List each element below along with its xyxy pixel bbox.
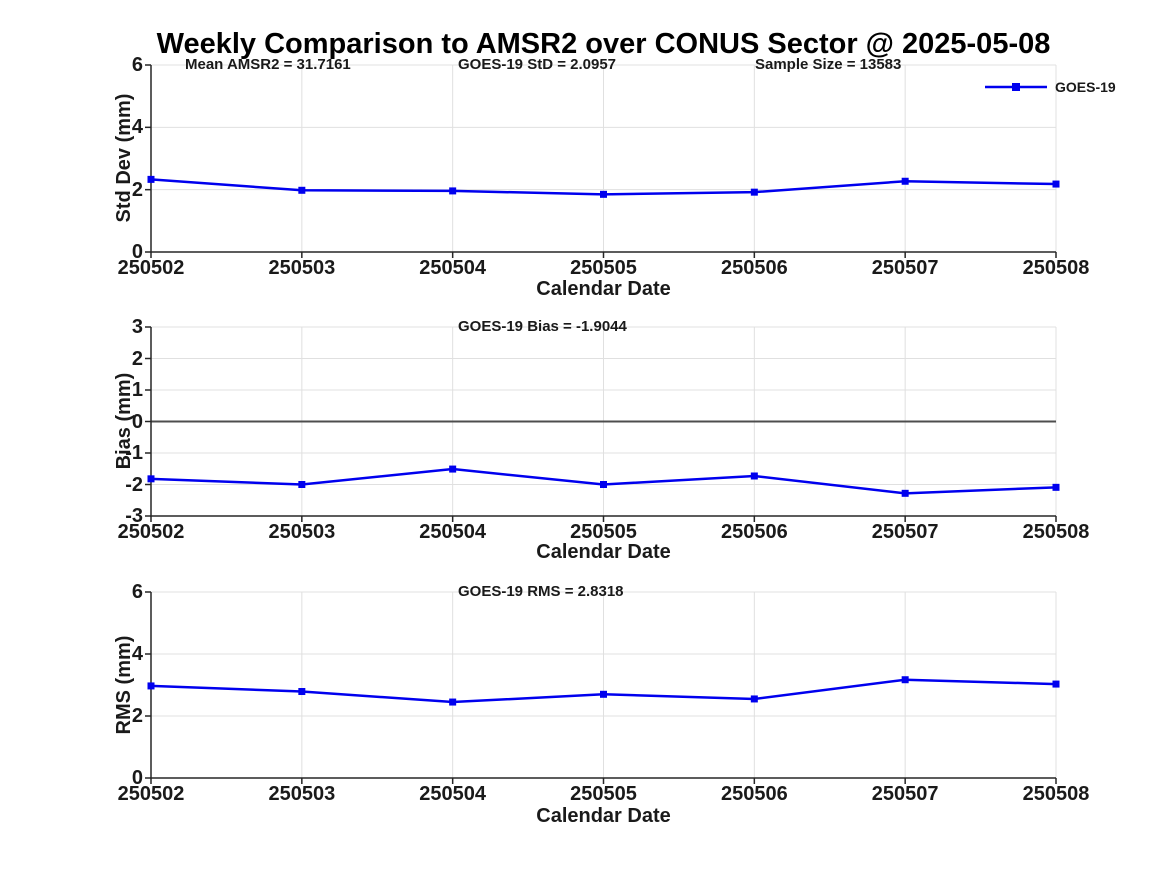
annotation-mean-amsr2: Mean AMSR2 = 31.7161 <box>185 56 351 73</box>
rms-panel-marker <box>600 690 607 698</box>
bias-panel-marker <box>449 465 457 473</box>
std-dev-panel-y-tick-label: 0 <box>131 241 143 263</box>
bias-panel-marker <box>147 475 155 483</box>
bias-panel-x-tick-label: 250503 <box>268 521 336 543</box>
bias-panel-x-tick-label: 250502 <box>117 521 185 543</box>
bias-panel-marker <box>750 472 758 480</box>
legend-line-icon <box>985 83 1047 91</box>
std-dev-panel-x-tick-label: 250507 <box>871 257 939 279</box>
legend-label: GOES-19 <box>1055 79 1116 95</box>
rms-panel-marker <box>901 676 909 684</box>
rms-panel-y-tick-label: 6 <box>131 581 143 603</box>
rms-panel-x-tick-label: 250506 <box>720 783 788 805</box>
std-dev-panel-x-tick-label: 250508 <box>1022 257 1090 279</box>
bias-panel-x-tick-label: 250507 <box>871 521 939 543</box>
xlabel-bias: Calendar Date <box>536 541 671 563</box>
rms-panel-marker <box>147 682 155 690</box>
std-dev-panel-x-tick-label: 250505 <box>570 257 637 279</box>
bias-panel-y-tick-label: 1 <box>131 379 143 401</box>
annotation-goes19-rms: GOES-19 RMS = 2.8318 <box>458 583 624 600</box>
bias-panel-x-tick-label: 250506 <box>720 521 788 543</box>
std-dev-panel-marker <box>449 187 457 195</box>
annotation-sample-size: Sample Size = 13583 <box>755 56 902 73</box>
std-dev-panel-marker <box>298 186 306 194</box>
rms-panel-x-tick-label: 250507 <box>871 783 939 805</box>
std-dev-panel-marker <box>1052 180 1060 188</box>
std-dev-panel-x-tick-label: 250506 <box>720 257 788 279</box>
std-dev-panel-x-tick-label: 250502 <box>117 257 185 279</box>
bias-panel-y-tick-label: -2 <box>125 473 143 496</box>
std-dev-panel-marker <box>901 177 909 185</box>
bias-panel-y-tick-label: 0 <box>131 410 143 433</box>
std-dev-panel-x-tick-label: 250503 <box>268 257 336 279</box>
bias-panel-x-tick-label: 250504 <box>419 521 487 543</box>
rms-panel-marker <box>298 688 306 696</box>
std-dev-panel-marker <box>147 175 155 183</box>
rms-panel-y-tick-label: 4 <box>131 643 143 665</box>
rms-panel-x-tick-label: 250502 <box>117 783 185 805</box>
std-dev-panel-marker <box>750 188 758 196</box>
bias-panel-y-tick-label: 3 <box>131 316 143 338</box>
rms-panel-x-tick-label: 250508 <box>1022 783 1090 805</box>
rms-panel-y-tick-label: 2 <box>131 705 143 727</box>
std-dev-panel-y-tick-label: 2 <box>131 178 143 201</box>
xlabel-rms: Calendar Date <box>536 805 671 827</box>
ylabel-std-dev: Std Dev (mm) <box>113 93 135 223</box>
xlabel-std-dev: Calendar Date <box>536 278 671 300</box>
annotation-goes19-std: GOES-19 StD = 2.0957 <box>458 56 616 73</box>
ylabel-rms: RMS (mm) <box>113 635 135 735</box>
std-dev-panel-y-tick-label: 4 <box>131 116 143 139</box>
bias-panel-y-tick-label: -3 <box>125 505 143 527</box>
rms-panel-x-tick-label: 250504 <box>419 783 487 805</box>
figure-title: Weekly Comparison to AMSR2 over CONUS Se… <box>156 28 1051 60</box>
bias-panel-x-tick-label: 250508 <box>1022 521 1090 543</box>
bias-panel-marker <box>600 481 607 488</box>
legend: GOES-19 <box>985 78 1116 96</box>
bias-panel-marker <box>901 489 909 497</box>
rms-panel-x-tick-label: 250503 <box>268 783 336 805</box>
bias-panel-x-tick-label: 250505 <box>570 521 637 543</box>
std-dev-panel-marker <box>600 190 607 198</box>
bias-panel-y-tick-label: -1 <box>125 442 143 464</box>
bias-panel-marker <box>1052 483 1060 491</box>
rms-panel-marker <box>750 695 758 703</box>
rms-panel-marker <box>1052 680 1060 688</box>
std-dev-panel-x-tick-label: 250504 <box>419 257 487 279</box>
bias-panel-y-tick-label: 2 <box>131 347 143 370</box>
annotation-goes19-bias: GOES-19 Bias = -1.9044 <box>458 318 627 335</box>
std-dev-panel-y-tick-label: 6 <box>131 54 143 76</box>
rms-panel-y-tick-label: 0 <box>131 767 143 789</box>
bias-panel-marker <box>298 481 306 488</box>
rms-panel-marker <box>449 698 457 706</box>
rms-panel-x-tick-label: 250505 <box>570 783 637 805</box>
